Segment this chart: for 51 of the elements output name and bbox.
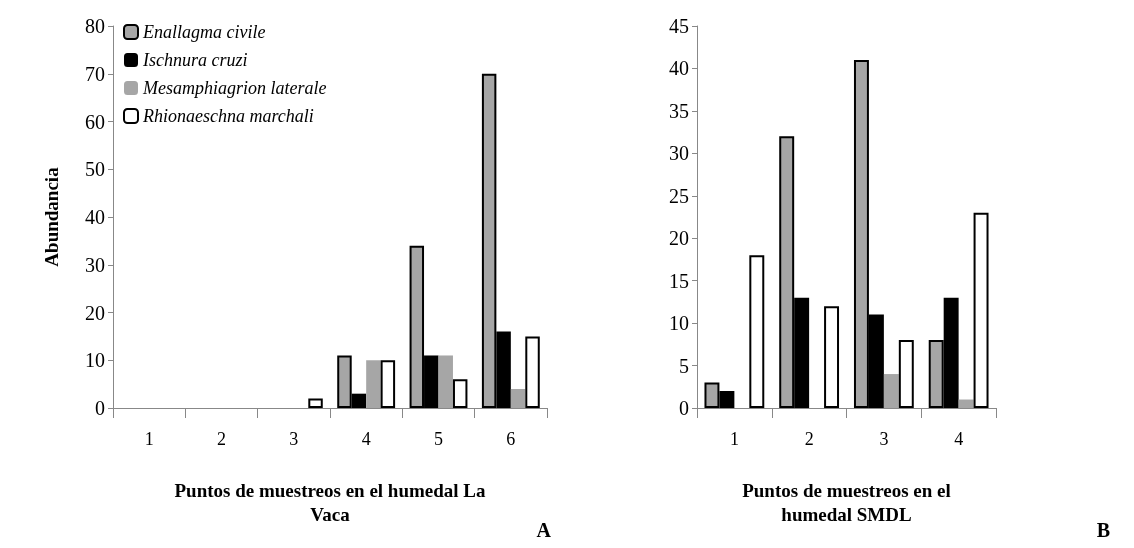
x-tick-label: 3 [289,429,299,449]
bar [452,379,468,408]
x-axis-title: Puntos de muestreos en el humedal La Vaca [174,479,487,525]
y-tick-label: 0 [95,397,105,419]
text: A [536,519,552,541]
x-tick-label: 4 [954,429,964,449]
legend-label: Mesamphiagrion laterale [142,78,327,98]
legend-label: Enallagma civile [142,22,266,42]
x-tick-label: 5 [434,429,443,449]
y-tick-label: 50 [85,158,105,181]
bar [898,340,914,408]
x-tick-label: 2 [217,429,226,449]
x-tick-label: 4 [361,429,371,449]
y-tick-label: 60 [85,110,105,133]
y-tick-label: 30 [85,253,105,276]
text: B [1096,519,1110,541]
y-tick-label: 15 [669,269,689,292]
legend-label: Ischnura cruzi [142,50,248,70]
y-tick-label: 40 [669,57,689,80]
y-tick-label: 10 [85,349,105,372]
bar [366,360,381,408]
bar [438,355,453,408]
bar [380,360,396,408]
bar [749,255,765,408]
y-tick-label: 10 [669,312,689,335]
y-tick-label: 0 [679,397,689,419]
y-tick-label: 30 [669,142,689,165]
legend-label: Rhionaeschna marchali [142,106,314,126]
bar [525,336,540,408]
x-tick-label: 6 [506,429,516,449]
bar [510,388,526,408]
x-tick-label: 1 [144,429,154,449]
x-axis-title: Puntos de muestreos en el humedal SMDL [742,479,951,525]
y-tick-label: 5 [679,354,689,377]
y-tick-label: 20 [85,301,105,324]
bar [883,374,899,408]
bar [973,212,989,408]
x-tick-label: 1 [729,429,739,449]
bar [824,306,840,408]
x-tick-label: 2 [804,429,814,449]
y-tick-label: 20 [669,227,689,250]
y-tick-label: 25 [669,184,689,207]
y-axis-title: Abundancia [41,166,62,267]
y-tick-label: 70 [85,62,105,85]
y-tick-label: 45 [669,15,689,37]
y-tick-label: 80 [85,15,105,37]
bar [958,399,974,408]
y-tick-label: 35 [669,99,689,122]
bar [308,398,323,408]
y-tick-label: 40 [85,206,105,228]
x-tick-label: 3 [879,429,889,449]
